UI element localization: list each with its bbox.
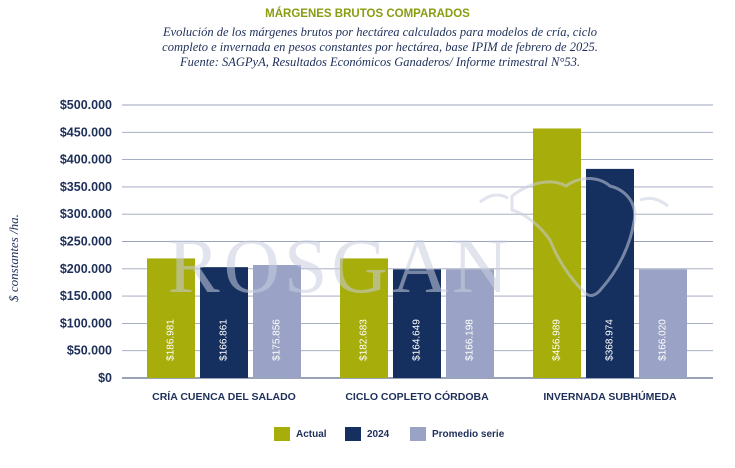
y-tick-label: $450.000 bbox=[60, 125, 112, 139]
legend-item-2024: 2024 bbox=[345, 426, 389, 442]
chart-subtitle: Evolución de los márgenes brutos por hec… bbox=[130, 25, 630, 70]
bar-value-label: $368.974 bbox=[605, 319, 616, 361]
subtitle-line: Fuente: SAGPyA, Resultados Económicos Ga… bbox=[180, 55, 580, 69]
y-tick-label: $50.000 bbox=[67, 344, 112, 358]
y-tick-label: $200.000 bbox=[60, 262, 112, 276]
x-axis-labels: CRÍA CUENCA DEL SALADO CICLO COPLETO CÓRD… bbox=[152, 390, 677, 403]
subtitle-line: completo e invernada en pesos constantes… bbox=[162, 40, 598, 54]
legend-label: Promedio serie bbox=[432, 428, 505, 440]
bar bbox=[340, 258, 388, 378]
y-tick-label: $250.000 bbox=[60, 235, 112, 249]
y-tick-label: $0 bbox=[98, 371, 112, 385]
chart-title: MÁRGENES BRUTOS COMPARADOS bbox=[265, 8, 470, 20]
legend-item-actual: Actual bbox=[274, 426, 327, 442]
legend-item-promedio: Promedio serie bbox=[410, 426, 504, 442]
y-tick-label: $500.000 bbox=[60, 98, 112, 112]
bar bbox=[586, 168, 634, 378]
bar bbox=[200, 267, 248, 378]
y-axis-ticks: $0 $50.000 $100.000 $150.000 $200.000 $250.00… bbox=[60, 98, 112, 385]
subtitle-line: Evolución de los márgenes brutos por hec… bbox=[162, 25, 598, 39]
watermark-text: ROSGAN bbox=[168, 222, 513, 309]
legend-swatch-promedio bbox=[410, 427, 426, 441]
x-category-label: INVERNADA SUBHÚMEDA bbox=[543, 390, 677, 403]
legend-label: 2024 bbox=[367, 428, 390, 440]
bar bbox=[446, 269, 494, 378]
bar bbox=[147, 258, 195, 378]
bar-value-label: $166.020 bbox=[658, 319, 669, 361]
bull-horn-icon bbox=[479, 193, 669, 208]
legend-swatch-actual bbox=[274, 427, 290, 441]
y-tick-label: $100.000 bbox=[60, 316, 112, 330]
rosgan-watermark: ROSGAN bbox=[168, 177, 669, 309]
legend-swatch-2024 bbox=[345, 427, 361, 441]
bar-value-label: $186.981 bbox=[166, 319, 177, 361]
x-category-label: CRÍA CUENCA DEL SALADO bbox=[152, 390, 296, 403]
value-labels: $186.981 $166.861 $175.856 $182.683 $164.649… bbox=[166, 319, 669, 361]
bar-value-label: $456.989 bbox=[552, 319, 563, 361]
legend: Actual 2024 Promedio serie bbox=[0, 426, 735, 442]
x-category-label: CICLO COPLETO CÓRDOBA bbox=[345, 390, 489, 403]
y-tick-label: $300.000 bbox=[60, 207, 112, 221]
bar bbox=[393, 269, 441, 378]
y-tick-label: $350.000 bbox=[60, 180, 112, 194]
y-tick-label: $400.000 bbox=[60, 153, 112, 167]
bar-value-label: $164.649 bbox=[412, 319, 423, 361]
bar bbox=[639, 269, 687, 378]
bar-value-label: $166.861 bbox=[219, 319, 230, 361]
bar-value-label: $182.683 bbox=[359, 319, 370, 361]
bar-value-label: $175.856 bbox=[272, 319, 283, 361]
legend-label: Actual bbox=[296, 428, 327, 440]
bar bbox=[253, 264, 301, 378]
bars bbox=[147, 128, 687, 378]
bull-head-icon bbox=[510, 177, 637, 297]
y-tick-label: $150.000 bbox=[60, 289, 112, 303]
bar-value-label: $166.198 bbox=[465, 319, 476, 361]
